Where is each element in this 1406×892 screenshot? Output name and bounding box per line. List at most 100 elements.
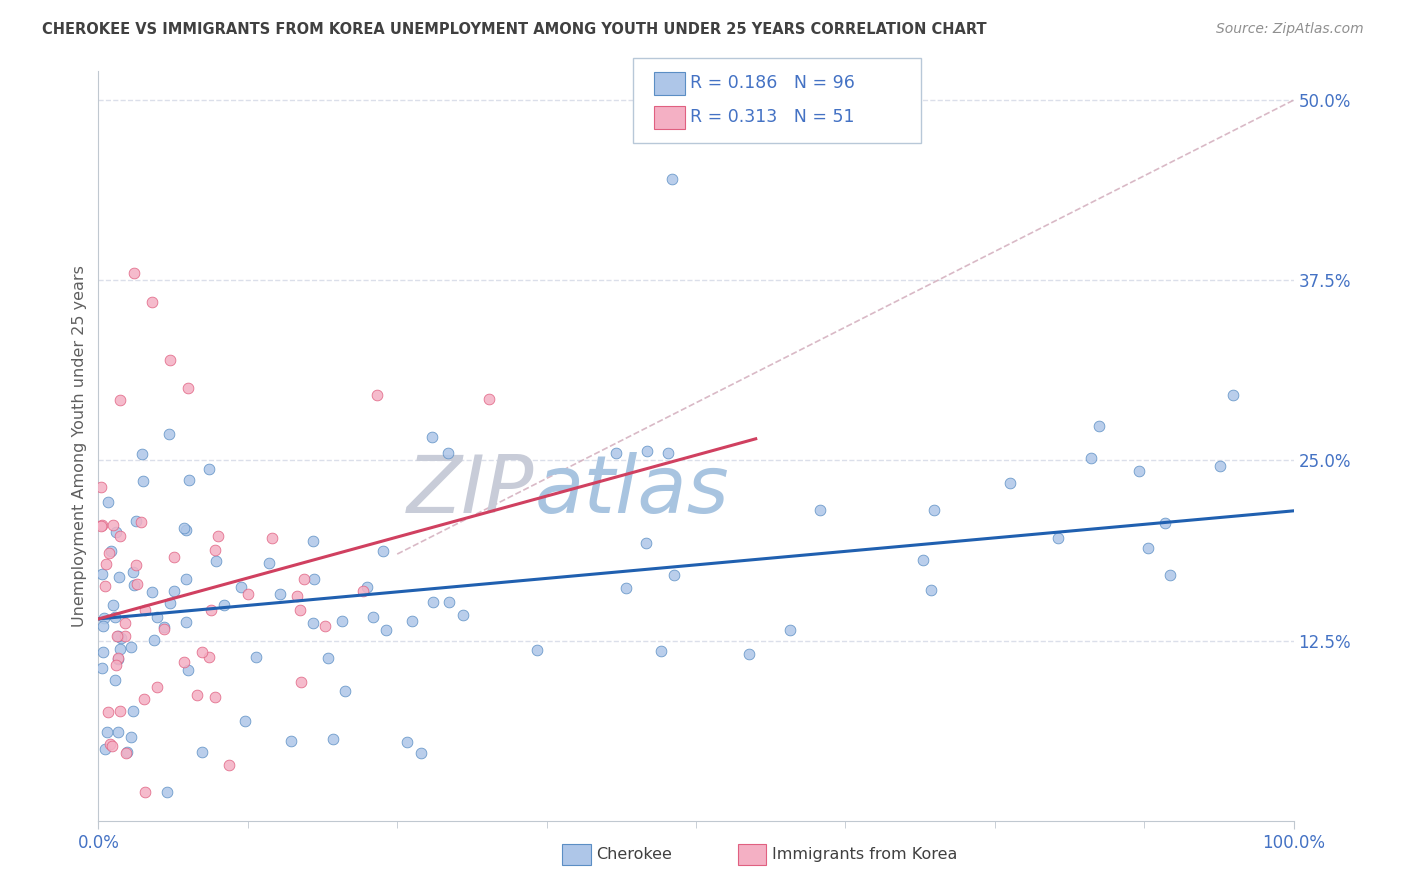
Point bbox=[401, 614, 423, 628]
Point bbox=[285, 589, 308, 603]
Point bbox=[197, 462, 219, 476]
Point bbox=[808, 503, 831, 517]
Point bbox=[290, 675, 312, 690]
Point bbox=[453, 608, 475, 623]
Point bbox=[125, 514, 148, 528]
Point bbox=[177, 663, 200, 677]
Point bbox=[90, 517, 112, 532]
Point bbox=[104, 673, 127, 687]
Point bbox=[218, 758, 240, 772]
Point bbox=[91, 619, 114, 633]
Point bbox=[288, 603, 311, 617]
Point bbox=[107, 651, 129, 665]
Point bbox=[174, 615, 197, 629]
Point bbox=[173, 521, 195, 535]
Point bbox=[105, 525, 128, 540]
Point bbox=[114, 628, 136, 642]
Point bbox=[115, 745, 138, 759]
Point bbox=[366, 387, 388, 401]
Point bbox=[90, 519, 112, 533]
Point bbox=[526, 642, 548, 657]
Point bbox=[280, 733, 302, 747]
Point bbox=[207, 528, 229, 542]
Point bbox=[132, 474, 155, 488]
Point bbox=[1159, 568, 1181, 582]
Point bbox=[322, 731, 344, 746]
Text: Source: ZipAtlas.com: Source: ZipAtlas.com bbox=[1216, 22, 1364, 37]
Point bbox=[316, 650, 339, 665]
Point bbox=[1137, 541, 1160, 555]
Point bbox=[396, 735, 419, 749]
Point bbox=[214, 598, 236, 612]
Point bbox=[662, 567, 685, 582]
Point bbox=[129, 515, 152, 529]
Point bbox=[1209, 458, 1232, 473]
Point bbox=[96, 724, 118, 739]
Point bbox=[142, 632, 165, 647]
Point bbox=[153, 622, 176, 636]
Point bbox=[107, 725, 129, 739]
Point bbox=[122, 565, 145, 579]
Text: ZIP: ZIP bbox=[408, 452, 534, 530]
Point bbox=[108, 642, 131, 657]
Point bbox=[294, 572, 316, 586]
Point bbox=[94, 742, 117, 756]
Point bbox=[190, 645, 212, 659]
Point bbox=[156, 785, 179, 799]
Point bbox=[91, 566, 114, 581]
Point bbox=[108, 392, 131, 407]
Text: R = 0.186   N = 96: R = 0.186 N = 96 bbox=[690, 74, 855, 92]
Point bbox=[131, 447, 153, 461]
Point bbox=[1222, 388, 1244, 402]
Point bbox=[134, 785, 156, 799]
Point bbox=[152, 620, 174, 634]
Point bbox=[108, 704, 131, 718]
Point bbox=[330, 615, 353, 629]
Point bbox=[605, 446, 627, 460]
Text: Cherokee: Cherokee bbox=[596, 847, 672, 862]
Point bbox=[134, 603, 156, 617]
Point bbox=[409, 747, 432, 761]
Point bbox=[98, 546, 121, 560]
Point bbox=[174, 572, 197, 586]
Point bbox=[998, 476, 1021, 491]
Point bbox=[245, 650, 267, 665]
Point bbox=[125, 558, 148, 573]
Point bbox=[159, 352, 181, 367]
Point bbox=[91, 644, 114, 658]
Point bbox=[371, 543, 394, 558]
Point bbox=[93, 611, 115, 625]
Point bbox=[204, 542, 226, 557]
Point bbox=[1046, 531, 1069, 545]
Point bbox=[920, 583, 942, 598]
Point bbox=[105, 629, 128, 643]
Point bbox=[98, 737, 121, 751]
Point bbox=[236, 587, 259, 601]
Point bbox=[94, 579, 117, 593]
Point bbox=[157, 427, 180, 442]
Point bbox=[100, 739, 122, 753]
Point bbox=[145, 680, 167, 694]
Point bbox=[107, 651, 129, 665]
Y-axis label: Unemployment Among Youth under 25 years: Unemployment Among Youth under 25 years bbox=[72, 265, 87, 627]
Point bbox=[107, 629, 129, 643]
Point bbox=[356, 580, 378, 594]
Point bbox=[91, 661, 114, 675]
Text: R = 0.313   N = 51: R = 0.313 N = 51 bbox=[690, 108, 855, 126]
Point bbox=[104, 610, 127, 624]
Point bbox=[922, 503, 945, 517]
Point bbox=[177, 473, 200, 487]
Point bbox=[101, 518, 124, 533]
Point bbox=[122, 578, 145, 592]
Point bbox=[141, 294, 163, 309]
Point bbox=[314, 619, 336, 633]
Point bbox=[1128, 464, 1150, 478]
Point bbox=[269, 587, 291, 601]
Point bbox=[120, 730, 142, 744]
Point bbox=[94, 557, 117, 571]
Point bbox=[200, 603, 222, 617]
Point bbox=[159, 596, 181, 610]
Point bbox=[478, 392, 501, 406]
Point bbox=[120, 640, 142, 654]
Point bbox=[97, 495, 120, 509]
